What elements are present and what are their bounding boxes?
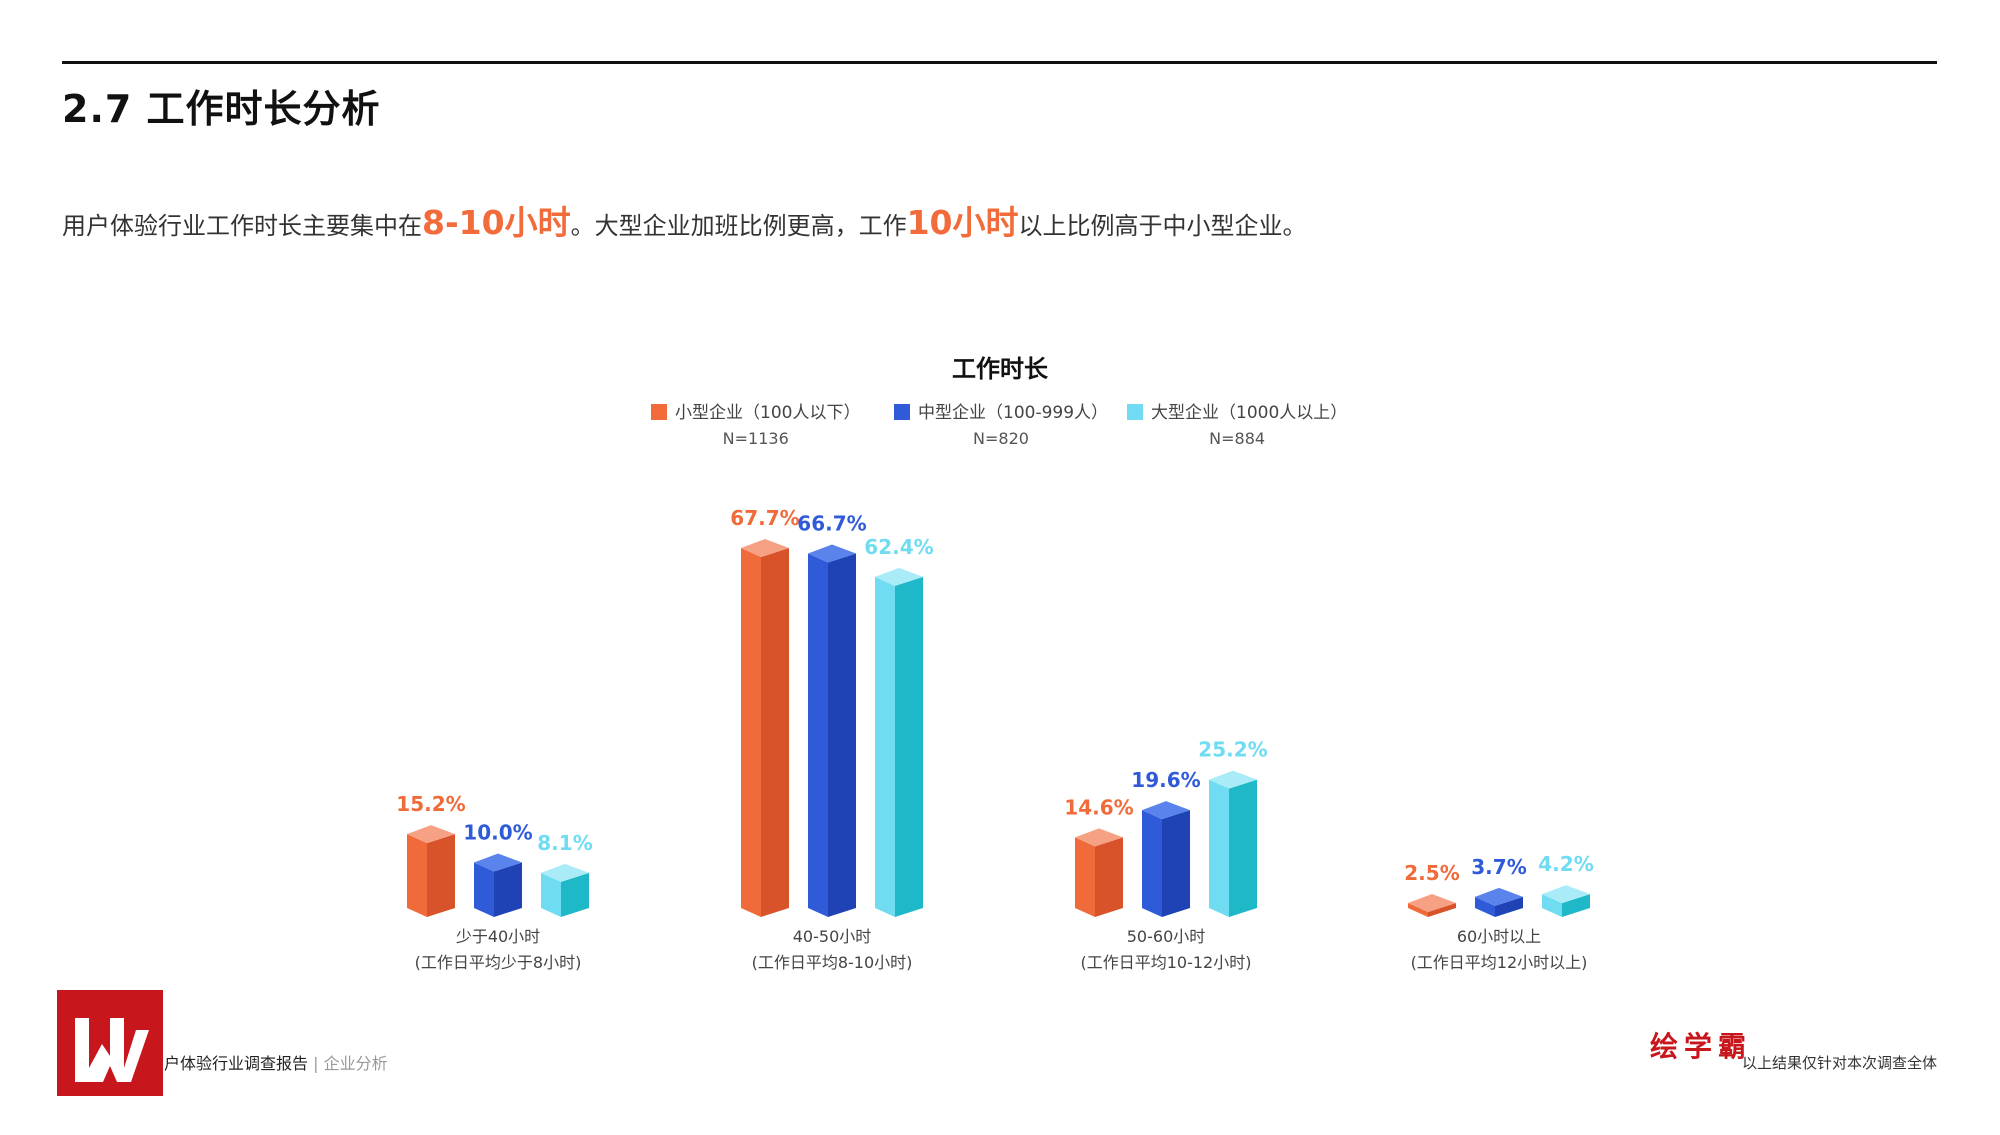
footer-section: 企业分析: [323, 1054, 388, 1073]
footer-report: 户体验行业调查报告: [164, 1054, 309, 1073]
legend-swatch-large: [1127, 404, 1143, 420]
chart-title: 工作时长: [952, 355, 1048, 383]
legend-n-medium: N=820: [973, 429, 1029, 448]
category-sublabel-0: (工作日平均少于8小时): [415, 953, 582, 972]
bar-medium-1: [808, 544, 856, 917]
category-label-3: 60小时以上: [1457, 927, 1541, 946]
footer-report-title: 户体验行业调查报告 | 企业分析: [164, 1050, 388, 1074]
legend-item-small: 小型企业（100人以下） N=1136: [651, 398, 860, 448]
summary-text: 用户体验行业工作时长主要集中在 8-10小时 。大型企业加班比例更高，工作 10…: [62, 196, 1307, 244]
summary-part-3: 以上比例高于中小型企业。: [1018, 212, 1307, 240]
legend-item-large: 大型企业（1000人以上） N=884: [1127, 398, 1347, 448]
legend-n-large: N=884: [1209, 429, 1266, 448]
category-label-2: 50-60小时: [1127, 927, 1206, 946]
category-sublabel-2: (工作日平均10-12小时): [1081, 953, 1252, 972]
bar-small-3: [1408, 894, 1456, 917]
category-label-1: 40-50小时: [793, 927, 872, 946]
data-label-medium-3: 3.7%: [1471, 855, 1526, 879]
data-label-large-1: 62.4%: [864, 535, 933, 559]
legend-swatch-small: [651, 404, 667, 420]
bar-medium-2: [1142, 801, 1190, 917]
category-sublabel-3: (工作日平均12小时以上): [1411, 953, 1588, 972]
bar-large-1: [875, 567, 923, 917]
data-label-medium-0: 10.0%: [463, 821, 532, 845]
bar-small-1: [741, 539, 789, 917]
brand-logo: [57, 990, 163, 1096]
data-label-small-3: 2.5%: [1404, 861, 1459, 885]
summary-part-2: 。大型企业加班比例更高，工作: [570, 212, 907, 240]
category-sublabel-1: (工作日平均8-10小时): [752, 953, 913, 972]
summary-highlight-2: 10小时: [906, 203, 1019, 242]
bar-large-3: [1542, 885, 1590, 917]
legend-label-medium: 中型企业（100-999人）: [918, 403, 1109, 423]
brand-watermark: 绘学霸: [1650, 1030, 1753, 1063]
bar-large-2: [1209, 770, 1257, 917]
legend-label-large: 大型企业（1000人以上）: [1151, 403, 1348, 423]
bar-small-2: [1075, 828, 1123, 917]
data-label-medium-2: 19.6%: [1131, 768, 1200, 792]
bar-medium-0: [474, 853, 522, 917]
data-label-large-3: 4.2%: [1538, 852, 1593, 876]
data-label-medium-1: 66.7%: [797, 511, 866, 535]
footer-divider: |: [308, 1054, 324, 1073]
data-label-large-2: 25.2%: [1198, 738, 1267, 762]
bar-large-0: [541, 863, 589, 917]
logo-mark-icon: [75, 1018, 149, 1082]
legend-swatch-medium: [894, 404, 910, 420]
legend-n-small: N=1136: [722, 429, 789, 448]
footer-note: 以上结果仅针对本次调查全体: [1741, 1054, 1937, 1072]
data-label-small-2: 14.6%: [1064, 795, 1133, 819]
legend-item-medium: 中型企业（100-999人） N=820: [894, 398, 1108, 448]
bar-small-0: [407, 825, 455, 917]
summary-highlight-1: 8-10小时: [422, 203, 571, 242]
data-label-small-0: 15.2%: [396, 792, 465, 816]
data-label-small-1: 67.7%: [730, 506, 799, 530]
top-rule: [62, 61, 1937, 64]
category-label-0: 少于40小时: [456, 927, 540, 946]
summary-part-1: 用户体验行业工作时长主要集中在: [62, 212, 422, 240]
bar-medium-3: [1475, 887, 1523, 917]
page-title: 2.7 工作时长分析: [62, 87, 381, 131]
legend-label-small: 小型企业（100人以下）: [675, 403, 861, 423]
data-label-large-0: 8.1%: [537, 831, 592, 855]
